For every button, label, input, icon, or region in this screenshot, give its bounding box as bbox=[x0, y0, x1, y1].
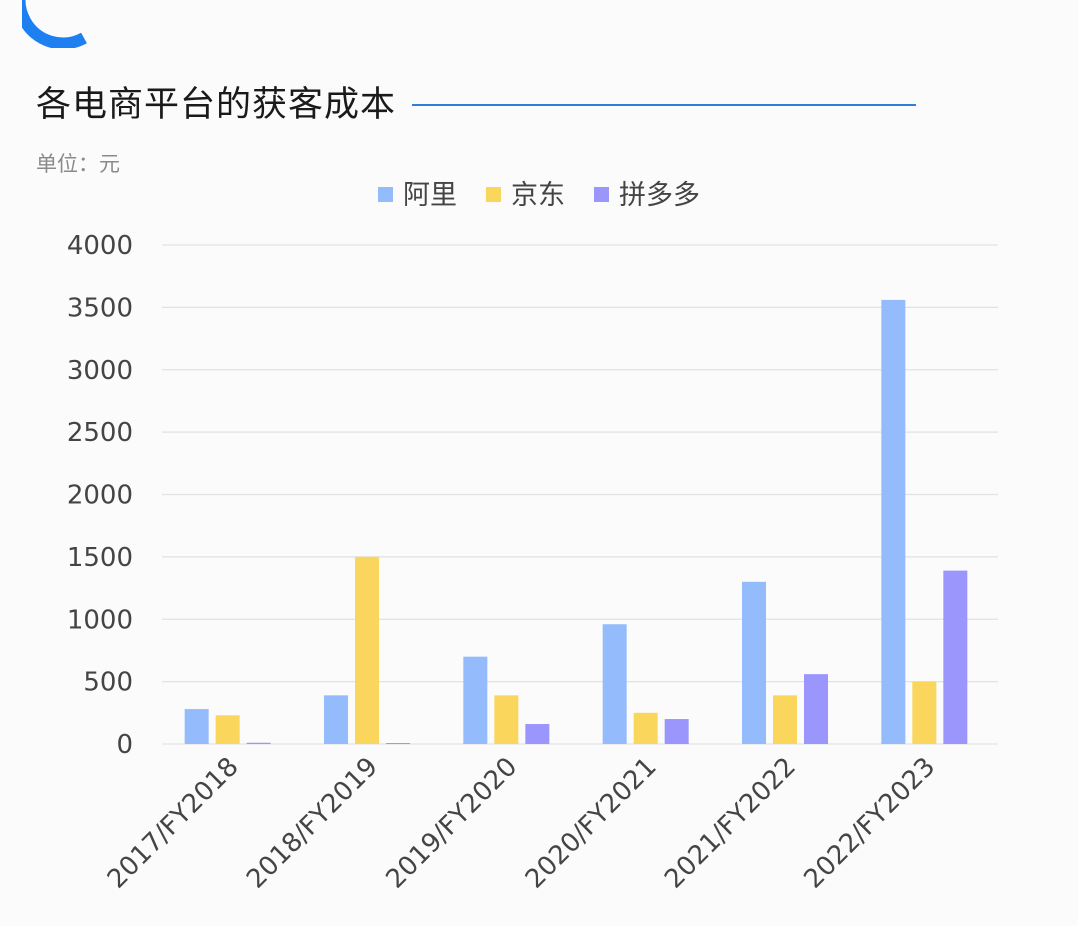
x-tick-label: 2018/FY2019 bbox=[241, 752, 384, 895]
legend-label: 京东 bbox=[511, 180, 565, 211]
y-axis-ticks: 0 500 1000 1500 2000 2500 3000 3500 4000 bbox=[67, 231, 133, 760]
title-underline bbox=[412, 103, 917, 106]
x-tick-label: 2017/FY2018 bbox=[102, 752, 245, 895]
x-tick-label: 2021/FY2022 bbox=[659, 752, 802, 895]
legend-label: 拼多多 bbox=[619, 180, 700, 211]
chart-title: 各电商平台的获客成本 bbox=[36, 85, 397, 125]
title-row: 各电商平台的获客成本 bbox=[36, 76, 917, 127]
bar-3-2 bbox=[386, 743, 410, 744]
y-tick-label: 0 bbox=[116, 730, 133, 760]
bar-1-5 bbox=[742, 581, 766, 744]
y-tick-label: 1000 bbox=[67, 605, 133, 635]
x-tick-label: 2020/FY2021 bbox=[520, 752, 663, 895]
y-tick-label: 4000 bbox=[67, 231, 133, 261]
bar-2-3 bbox=[494, 695, 519, 744]
bar-1-3 bbox=[463, 656, 488, 744]
bar-2-2 bbox=[355, 556, 379, 744]
bar-1-1 bbox=[184, 709, 209, 744]
bars bbox=[184, 299, 968, 744]
decorative-arc-icon bbox=[22, 0, 87, 48]
bar-3-5 bbox=[804, 674, 828, 744]
legend-swatch bbox=[378, 187, 393, 202]
x-axis-ticks: 2017/FY20182018/FY20192019/FY20202020/FY… bbox=[102, 752, 941, 895]
grid-lines bbox=[162, 244, 998, 745]
bar-3-6 bbox=[943, 570, 968, 744]
bar-2-1 bbox=[215, 715, 240, 744]
y-tick-label: 1500 bbox=[67, 543, 133, 573]
y-tick-label: 500 bbox=[83, 668, 133, 698]
legend-swatch bbox=[486, 187, 501, 202]
bar-2-6 bbox=[912, 681, 937, 744]
x-tick-label: 2022/FY2023 bbox=[798, 752, 941, 895]
bar-3-1 bbox=[246, 742, 271, 744]
bar-2-5 bbox=[773, 695, 797, 744]
y-tick-label: 3000 bbox=[67, 356, 133, 386]
y-tick-label: 2000 bbox=[67, 481, 133, 511]
legend-swatch bbox=[594, 187, 609, 202]
unit-label: 单位：元 bbox=[36, 152, 120, 176]
x-tick-label: 2019/FY2020 bbox=[380, 752, 523, 895]
bar-3-3 bbox=[525, 724, 550, 744]
bar-3-4 bbox=[664, 719, 689, 744]
legend: 阿里 京东 拼多多 bbox=[378, 180, 700, 211]
bar-1-6 bbox=[881, 299, 906, 744]
legend-label: 阿里 bbox=[403, 180, 457, 211]
bar-2-4 bbox=[633, 712, 658, 744]
y-tick-label: 3500 bbox=[67, 293, 133, 323]
bar-1-2 bbox=[324, 695, 348, 744]
y-tick-label: 2500 bbox=[67, 418, 133, 448]
bar-1-4 bbox=[602, 624, 627, 744]
